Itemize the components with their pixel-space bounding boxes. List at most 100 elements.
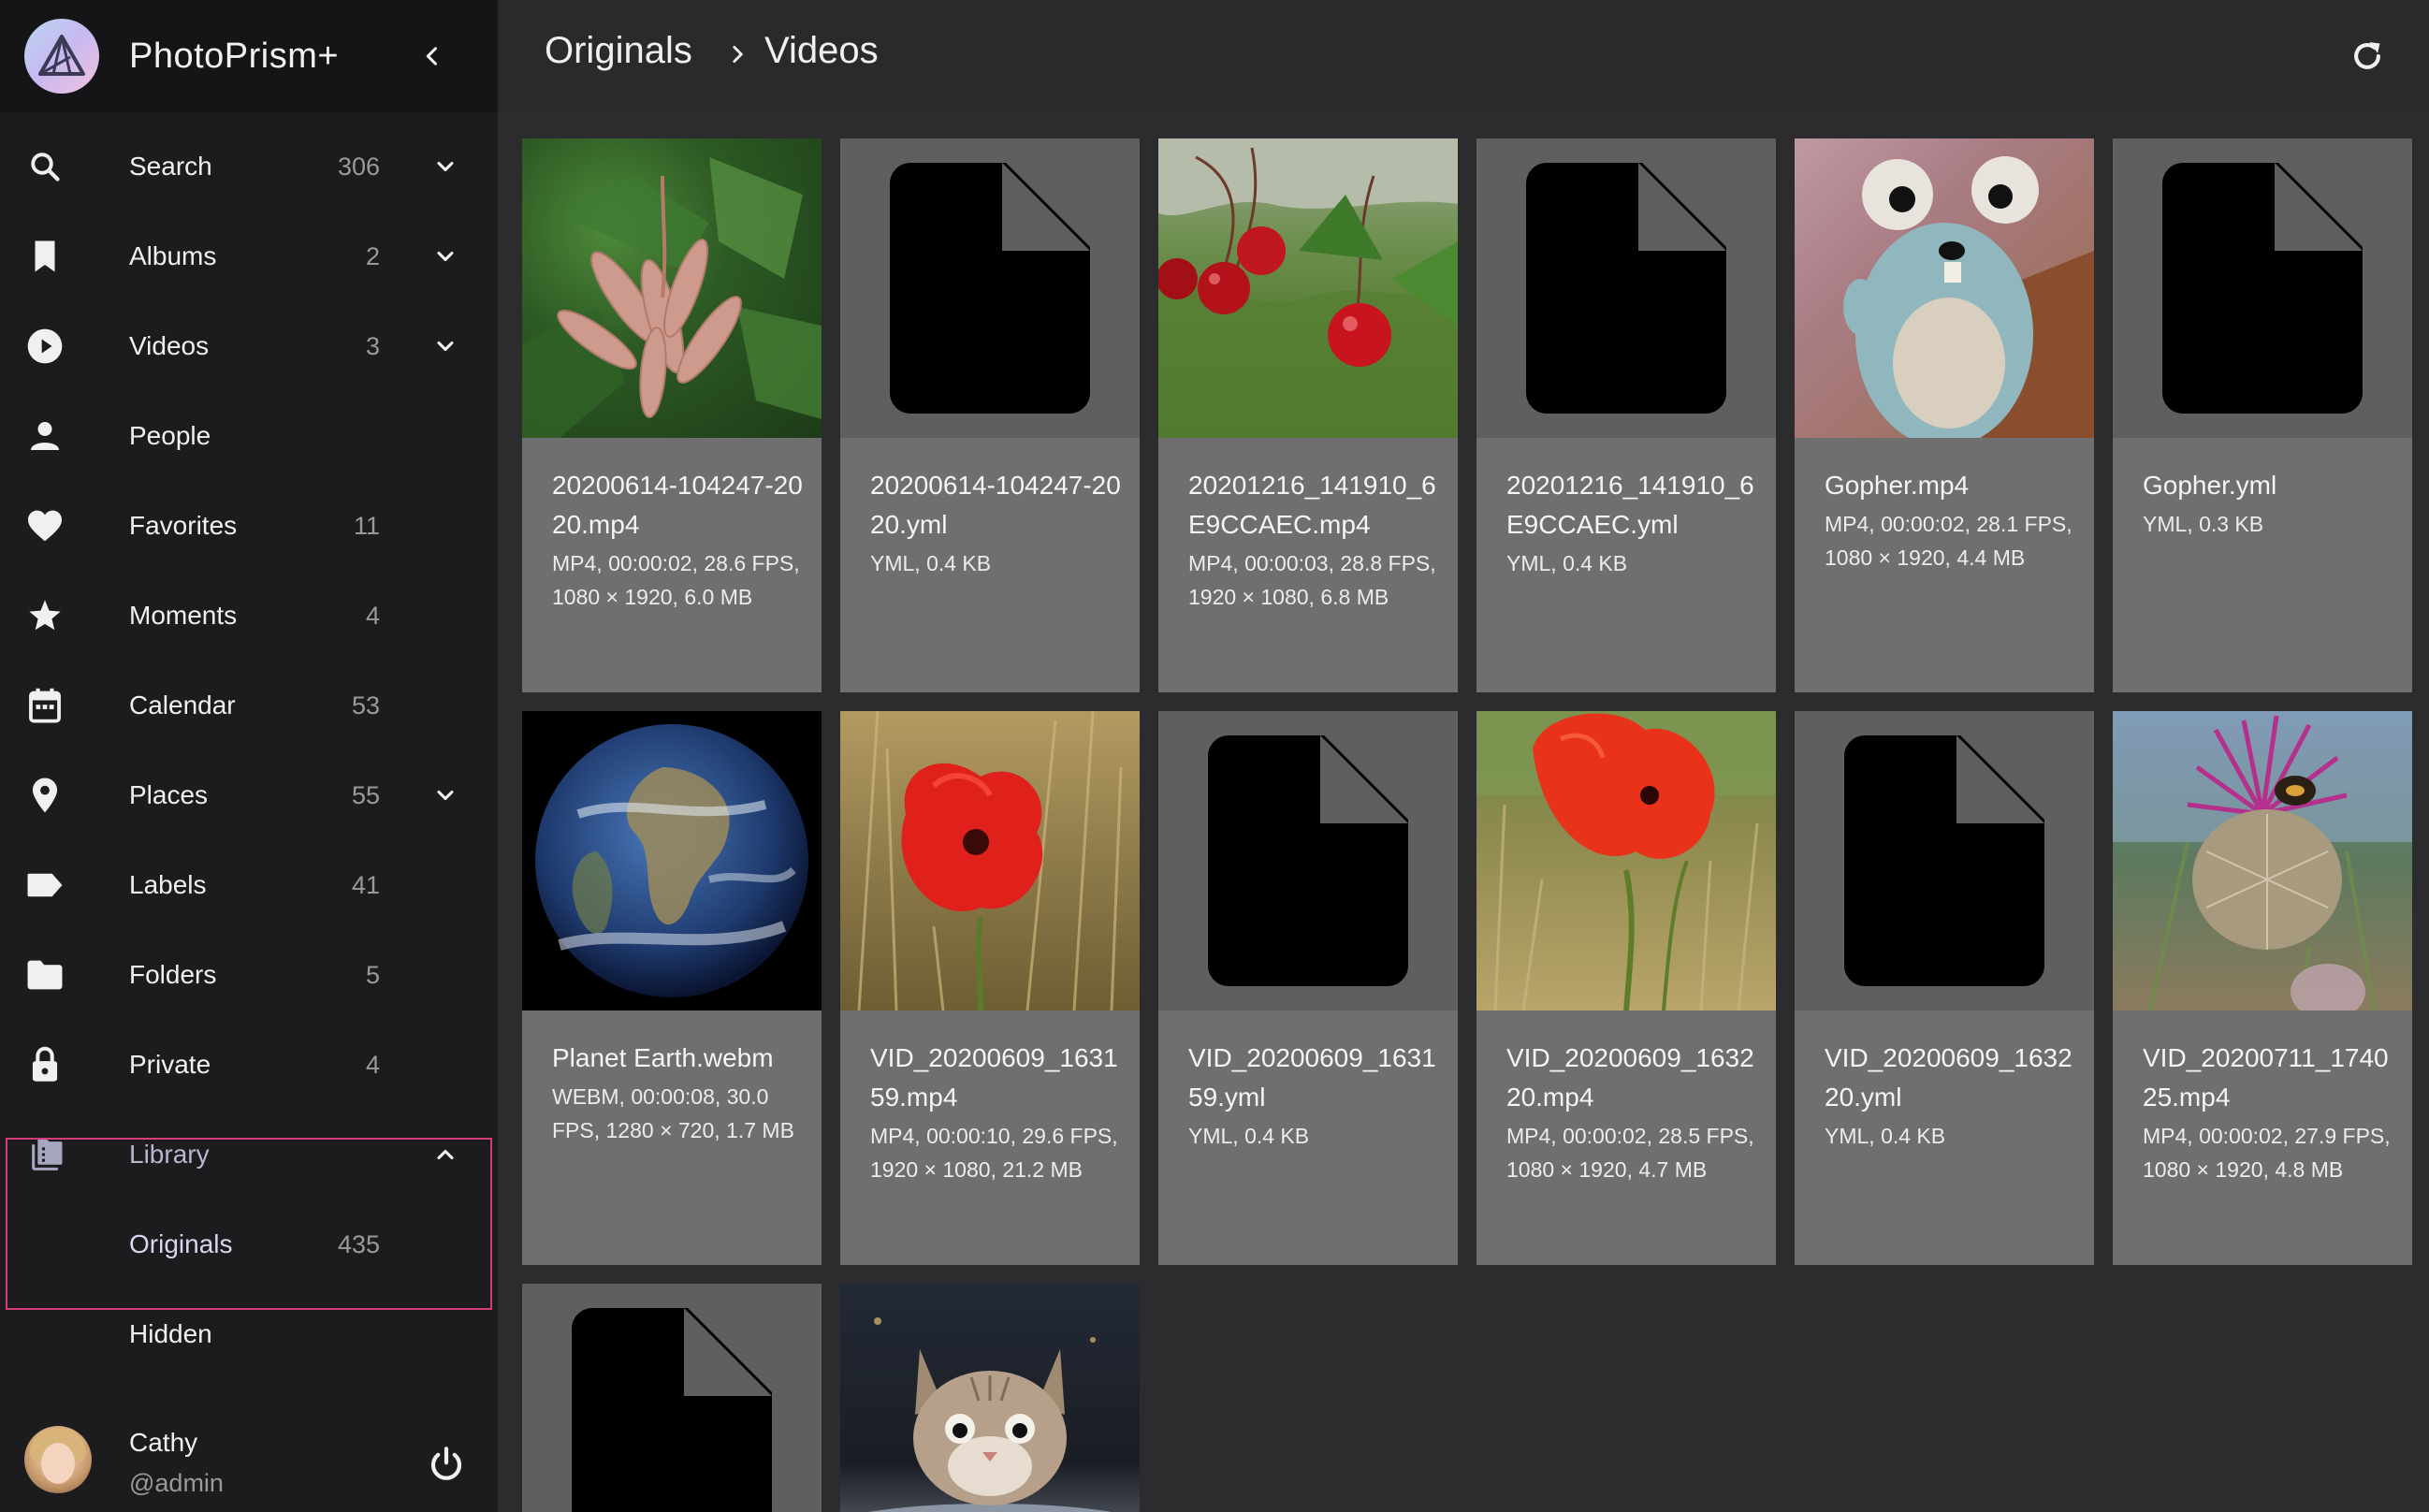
document-file-icon xyxy=(1526,163,1726,414)
file-card[interactable]: VID_20200609_163220.mp4 MP4, 00:00:02, 2… xyxy=(1476,711,1776,1265)
user-account[interactable]: Cathy @admin xyxy=(0,1418,498,1512)
play-circle-icon xyxy=(26,327,64,365)
sidebar-nav: Search 306 Albums 2 Videos 3 xyxy=(0,122,498,1379)
file-card[interactable]: Gopher.mp4 MP4, 00:00:02, 28.1 FPS, 1080… xyxy=(1795,138,2094,692)
breadcrumb-originals[interactable]: Originals xyxy=(545,30,692,71)
file-thumbnail[interactable] xyxy=(1476,138,1776,438)
video-thumbnail[interactable] xyxy=(1158,138,1458,438)
video-thumbnail[interactable] xyxy=(1795,138,2094,438)
video-thumbnail[interactable] xyxy=(1476,711,1776,1010)
search-icon xyxy=(26,148,64,185)
breadcrumb-videos: Videos xyxy=(764,30,879,71)
file-card[interactable]: Gopher.yml YML, 0.3 KB xyxy=(2113,138,2412,692)
chevron-up-icon[interactable] xyxy=(429,1138,462,1171)
file-name[interactable]: 20201216_141910_6E9CCAEC.yml xyxy=(1506,471,1754,539)
video-thumbnail[interactable] xyxy=(522,138,822,438)
sidebar-item-count: 306 xyxy=(337,152,380,181)
sidebar-item-library[interactable]: Library xyxy=(0,1110,498,1199)
bookmark-icon xyxy=(26,238,64,275)
file-name[interactable]: Gopher.mp4 xyxy=(1825,471,1970,500)
sidebar-item-favorites[interactable]: Favorites 11 xyxy=(0,481,498,571)
file-card[interactable]: VID_20200609_163159.mp4 MP4, 00:00:10, 2… xyxy=(840,711,1140,1265)
sidebar-item-videos[interactable]: Videos 3 xyxy=(0,301,498,391)
video-thumbnail[interactable] xyxy=(522,711,822,1010)
photoprism-logo-icon[interactable] xyxy=(24,19,99,94)
file-thumbnail[interactable] xyxy=(522,1284,822,1512)
avatar[interactable] xyxy=(24,1426,92,1493)
file-card[interactable]: VID_20200711_174025.mp4 MP4, 00:00:02, 2… xyxy=(2113,711,2412,1265)
library-icon xyxy=(26,1136,64,1173)
file-details: YML, 0.4 KB xyxy=(1506,551,1628,575)
sidebar-item-labels[interactable]: Labels 41 xyxy=(0,840,498,930)
file-name[interactable]: VID_20200609_163159.yml xyxy=(1188,1043,1436,1112)
collapse-sidebar-button[interactable] xyxy=(408,32,457,80)
sidebar-item-label: Originals xyxy=(129,1229,233,1258)
chevron-right-icon xyxy=(720,37,754,71)
chevron-down-icon[interactable] xyxy=(429,150,462,183)
chevron-left-icon xyxy=(426,47,438,65)
file-card[interactable]: 20200614-104247-2020.mp4 MP4, 00:00:02, … xyxy=(522,138,822,692)
chevron-down-icon[interactable] xyxy=(429,240,462,273)
file-name[interactable]: 20200614-104247-2020.mp4 xyxy=(552,471,803,539)
sidebar-item-moments[interactable]: Moments 4 xyxy=(0,571,498,661)
sidebar-item-calendar[interactable]: Calendar 53 xyxy=(0,661,498,750)
file-card[interactable]: 20201216_141910_6E9CCAEC.mp4 MP4, 00:00:… xyxy=(1158,138,1458,692)
document-file-icon xyxy=(2162,163,2363,414)
file-name[interactable]: VID_20200609_163220.mp4 xyxy=(1506,1043,1754,1112)
file-name[interactable]: 20201216_141910_6E9CCAEC.mp4 xyxy=(1188,471,1436,539)
refresh-icon xyxy=(2354,41,2380,69)
file-card[interactable]: Planet Earth.webm WEBM, 00:00:08, 30.0 F… xyxy=(522,711,822,1265)
file-card[interactable]: VID_20200609_163220.yml YML, 0.4 KB xyxy=(1795,711,2094,1265)
video-thumbnail[interactable] xyxy=(840,1284,1140,1512)
sidebar-item-folders[interactable]: Folders 5 xyxy=(0,930,498,1020)
star-icon xyxy=(26,597,64,634)
file-details: MP4, 00:00:03, 28.8 FPS, 1920 × 1080, 6.… xyxy=(1188,551,1436,609)
sidebar-item-places[interactable]: Places 55 xyxy=(0,750,498,840)
sidebar-item-label: Favorites xyxy=(129,511,238,540)
file-thumbnail[interactable] xyxy=(1158,711,1458,1010)
chevron-down-icon[interactable] xyxy=(429,329,462,363)
sidebar-item-originals[interactable]: Originals 435 xyxy=(0,1199,498,1289)
file-name[interactable]: Planet Earth.webm xyxy=(552,1043,774,1072)
refresh-button[interactable] xyxy=(2343,32,2392,80)
document-file-icon xyxy=(890,163,1090,414)
file-grid: 20200614-104247-2020.mp4 MP4, 00:00:02, … xyxy=(522,138,2414,1512)
file-name[interactable]: VID_20200609_163220.yml xyxy=(1825,1043,2073,1112)
document-file-icon xyxy=(572,1308,772,1512)
file-details: WEBM, 00:00:08, 30.0 FPS, 1280 × 720, 1.… xyxy=(552,1084,794,1142)
video-thumbnail[interactable] xyxy=(840,711,1140,1010)
sidebar-item-label: Hidden xyxy=(129,1319,212,1348)
file-thumbnail[interactable] xyxy=(1795,711,2094,1010)
sidebar-item-albums[interactable]: Albums 2 xyxy=(0,211,498,301)
sidebar-item-hidden[interactable]: Hidden xyxy=(0,1289,498,1379)
sidebar-item-label: Folders xyxy=(129,960,217,989)
sidebar-item-search[interactable]: Search 306 xyxy=(0,122,498,211)
file-thumbnail[interactable] xyxy=(2113,138,2412,438)
sidebar-item-label: Videos xyxy=(129,331,210,360)
file-name[interactable]: 20200614-104247-2020.yml xyxy=(870,471,1121,539)
file-name[interactable]: Gopher.yml xyxy=(2143,471,2277,500)
sidebar-item-people[interactable]: People xyxy=(0,391,498,481)
file-details: YML, 0.4 KB xyxy=(870,551,992,575)
file-name[interactable]: VID_20200609_163159.mp4 xyxy=(870,1043,1118,1112)
sidebar-item-private[interactable]: Private 4 xyxy=(0,1020,498,1110)
chevron-down-icon[interactable] xyxy=(429,778,462,812)
sidebar-item-count: 4 xyxy=(365,1050,380,1079)
sidebar: PhotoPrism+ Search 306 Albums 2 xyxy=(0,0,498,1512)
file-details: YML, 0.3 KB xyxy=(2143,512,2264,536)
sidebar-item-count: 53 xyxy=(351,691,380,720)
file-name[interactable]: VID_20200711_174025.mp4 xyxy=(2143,1043,2389,1112)
file-card[interactable]: 20201216_141910_6E9CCAEC.yml YML, 0.4 KB xyxy=(1476,138,1776,692)
sidebar-item-count: 2 xyxy=(365,241,380,270)
sidebar-item-count: 5 xyxy=(365,960,380,989)
video-thumbnail[interactable] xyxy=(2113,711,2412,1010)
sidebar-item-count: 3 xyxy=(365,331,380,360)
logout-button[interactable] xyxy=(425,1443,468,1486)
file-card[interactable]: VID_20200609_163159.yml YML, 0.4 KB xyxy=(1158,711,1458,1265)
file-card[interactable] xyxy=(840,1284,1140,1512)
file-thumbnail[interactable] xyxy=(840,138,1140,438)
sidebar-item-count: 55 xyxy=(351,780,380,809)
sidebar-item-label: Moments xyxy=(129,601,238,630)
file-card[interactable]: 20200614-104247-2020.yml YML, 0.4 KB xyxy=(840,138,1140,692)
file-card[interactable] xyxy=(522,1284,822,1512)
